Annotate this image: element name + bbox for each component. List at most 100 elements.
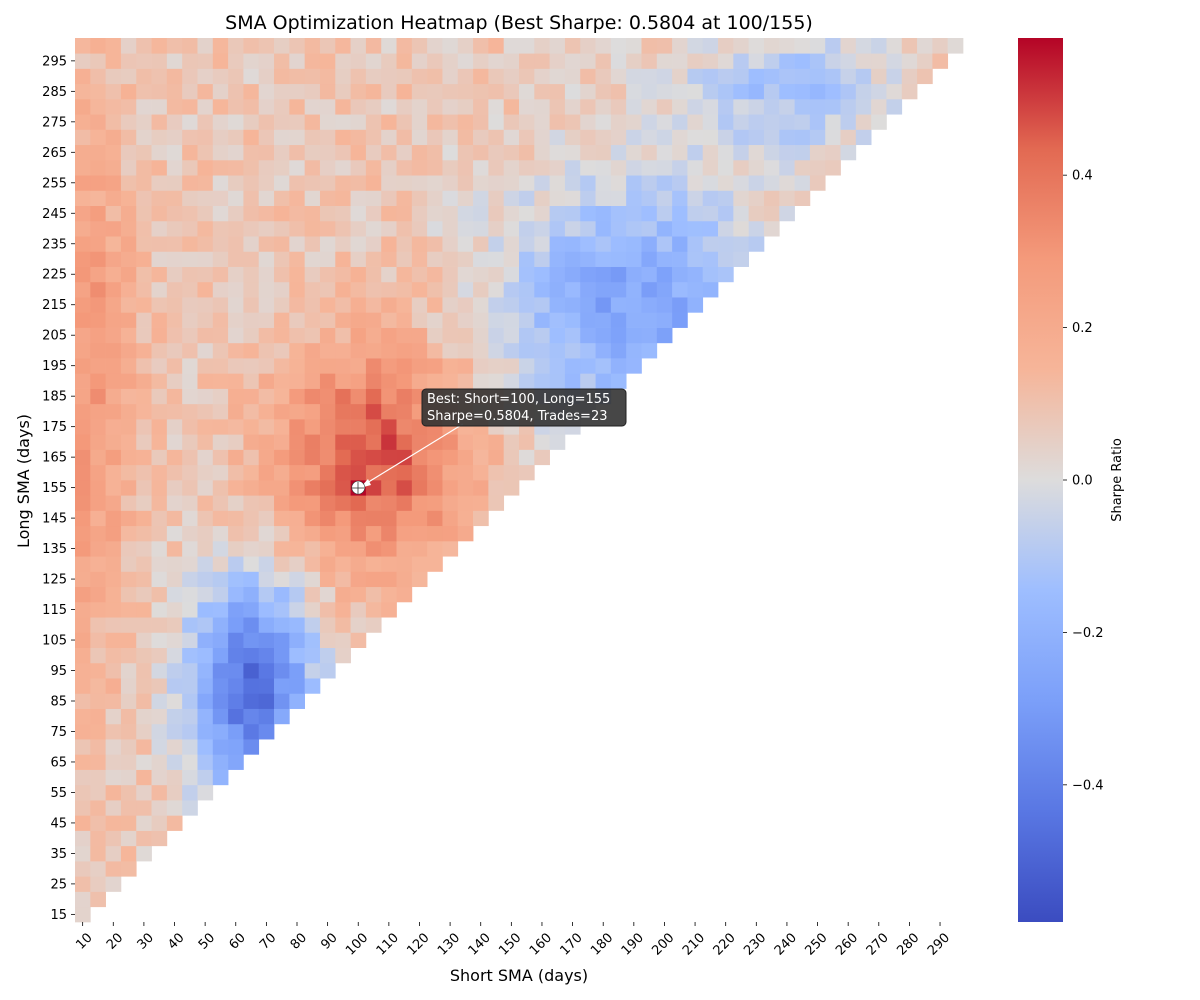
heatmap-cell bbox=[120, 540, 137, 557]
heatmap-cell bbox=[840, 114, 857, 130]
heatmap-cell bbox=[319, 510, 336, 527]
y-tick-label: 275 bbox=[42, 115, 67, 130]
heatmap-cell bbox=[90, 68, 106, 85]
heatmap-cell bbox=[151, 327, 168, 344]
heatmap-cell bbox=[151, 784, 168, 801]
heatmap-cell bbox=[75, 784, 91, 801]
heatmap-cell bbox=[75, 861, 91, 877]
heatmap-cell bbox=[120, 464, 137, 481]
x-tick-label: 250 bbox=[802, 930, 830, 958]
heatmap-cell bbox=[274, 617, 290, 633]
heatmap-cell bbox=[136, 510, 152, 527]
heatmap-cell bbox=[258, 266, 275, 283]
heatmap-cell bbox=[166, 159, 183, 176]
heatmap-cell bbox=[243, 662, 260, 679]
heatmap-cell bbox=[335, 464, 351, 481]
heatmap-cell bbox=[90, 617, 106, 633]
heatmap-cell bbox=[197, 739, 214, 755]
heatmap-cell bbox=[136, 98, 152, 115]
heatmap-cell bbox=[626, 220, 642, 237]
heatmap-cell bbox=[763, 114, 780, 130]
heatmap-cell bbox=[580, 205, 596, 222]
heatmap-cell bbox=[182, 739, 198, 755]
heatmap-cell bbox=[243, 190, 260, 206]
heatmap-cell bbox=[105, 327, 122, 344]
heatmap-cell bbox=[564, 251, 581, 267]
heatmap-cell bbox=[702, 175, 719, 191]
heatmap-cell bbox=[396, 556, 413, 572]
heatmap-cell bbox=[855, 38, 872, 54]
heatmap-cell bbox=[580, 190, 596, 206]
heatmap-cell bbox=[212, 723, 229, 740]
heatmap-cell bbox=[519, 144, 535, 161]
heatmap-cell bbox=[90, 251, 106, 267]
heatmap-cell bbox=[335, 617, 351, 633]
heatmap-cell bbox=[319, 38, 336, 54]
heatmap-cell bbox=[580, 266, 596, 283]
heatmap-cell bbox=[702, 251, 719, 267]
heatmap-cell bbox=[534, 373, 550, 389]
x-tick-label: 160 bbox=[527, 930, 555, 958]
heatmap-cell bbox=[503, 220, 520, 237]
heatmap-cell bbox=[687, 251, 704, 267]
heatmap-cell bbox=[289, 190, 305, 206]
heatmap-cell bbox=[442, 129, 459, 146]
heatmap-cell bbox=[381, 480, 397, 496]
heatmap-cell bbox=[427, 68, 443, 85]
heatmap-cell bbox=[90, 190, 106, 206]
heatmap-cell bbox=[304, 129, 321, 146]
heatmap-cell bbox=[809, 38, 826, 54]
heatmap-cell bbox=[197, 708, 214, 725]
heatmap-cell bbox=[457, 297, 474, 313]
heatmap-cell bbox=[228, 617, 244, 633]
heatmap-cell bbox=[90, 723, 106, 740]
heatmap-cell bbox=[335, 190, 351, 206]
heatmap-cell bbox=[595, 68, 612, 85]
heatmap-cell bbox=[457, 144, 474, 161]
heatmap-cell bbox=[258, 708, 275, 725]
heatmap-cell bbox=[166, 586, 183, 603]
heatmap-cell bbox=[105, 297, 122, 313]
heatmap-cell bbox=[228, 312, 244, 328]
heatmap-cell bbox=[212, 571, 229, 588]
heatmap-cell bbox=[105, 739, 122, 755]
heatmap-cell bbox=[381, 266, 397, 283]
heatmap-cell bbox=[672, 38, 688, 54]
heatmap-cell bbox=[396, 419, 413, 435]
heatmap-cell bbox=[136, 571, 152, 588]
heatmap-cell bbox=[319, 68, 336, 85]
heatmap-cell bbox=[151, 525, 168, 542]
heatmap-cell bbox=[687, 220, 704, 237]
heatmap-cell bbox=[687, 205, 704, 222]
heatmap-cell bbox=[396, 220, 413, 237]
heatmap-cell bbox=[274, 419, 290, 435]
heatmap-cell bbox=[519, 342, 535, 359]
heatmap-cell bbox=[335, 220, 351, 237]
heatmap-cell bbox=[75, 419, 91, 435]
heatmap-cell bbox=[243, 434, 260, 450]
heatmap-cell bbox=[473, 266, 489, 283]
heatmap-cell bbox=[564, 144, 581, 161]
heatmap-cell bbox=[564, 114, 581, 130]
heatmap-cell bbox=[488, 38, 505, 54]
heatmap-cell bbox=[534, 190, 550, 206]
heatmap-cell bbox=[610, 83, 627, 100]
heatmap-cell bbox=[120, 205, 137, 222]
heatmap-cell bbox=[212, 205, 229, 222]
heatmap-cell bbox=[75, 312, 91, 328]
heatmap-cell bbox=[90, 480, 106, 496]
heatmap-cell bbox=[564, 327, 581, 344]
heatmap-cell bbox=[182, 480, 198, 496]
heatmap-cell bbox=[427, 342, 443, 359]
heatmap-cell bbox=[120, 358, 137, 374]
heatmap-cell bbox=[197, 373, 214, 389]
heatmap-cell bbox=[718, 53, 734, 69]
heatmap-cell bbox=[779, 53, 795, 69]
heatmap-cell bbox=[871, 53, 887, 69]
heatmap-cell bbox=[672, 312, 688, 328]
heatmap-cell bbox=[289, 525, 305, 542]
heatmap-cell bbox=[258, 327, 275, 344]
heatmap-cell bbox=[473, 190, 489, 206]
x-tick-label: 200 bbox=[649, 930, 677, 958]
